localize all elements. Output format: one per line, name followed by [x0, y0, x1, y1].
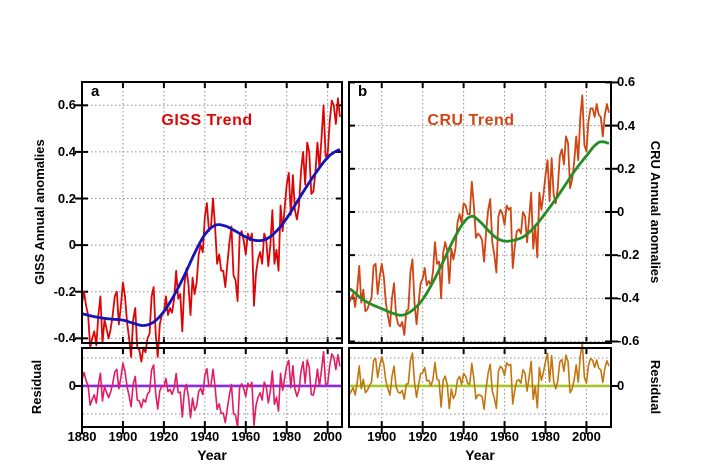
x-tick-label: 1880 — [67, 429, 97, 444]
x-tick-label: 1920 — [149, 429, 179, 444]
x-axis-label-b: Year — [465, 447, 495, 463]
panel-letter-a: a — [91, 83, 100, 100]
y-tick-label: 0.4 — [617, 117, 636, 133]
x-tick-label: 1980 — [531, 429, 560, 444]
cru-trend-title: CRU Trend — [427, 112, 515, 129]
x-tick-label: 1920 — [408, 429, 438, 444]
y-tick-label: 0.2 — [617, 160, 636, 176]
x-tick-label: 1980 — [272, 429, 302, 444]
annual-line-b — [348, 94, 610, 336]
main-panel-border-b — [348, 81, 612, 344]
y-tick-label: -0.2 — [53, 283, 76, 299]
residual-line-a — [81, 350, 341, 429]
x-tick-label: 1940 — [190, 429, 220, 444]
x-axis-label-a: Year — [197, 447, 227, 463]
trend-line-a — [81, 148, 341, 327]
y-tick-label: 0 — [617, 203, 625, 219]
y-tick-label: 0.2 — [57, 190, 76, 206]
y-tick-label: -0.2 — [617, 247, 640, 263]
x-tick-label: 1960 — [490, 429, 520, 444]
y-tick-label: 0.4 — [57, 143, 76, 159]
x-tick-label: 2000 — [571, 429, 601, 444]
y-tick-label: -0.6 — [617, 333, 640, 349]
x-tick-label: 1900 — [367, 429, 397, 444]
y-tick-label: -0.4 — [617, 290, 640, 306]
trend-line-b — [348, 140, 610, 317]
panel-letter-b: b — [358, 83, 368, 100]
residual-tick-label: 0 — [68, 377, 76, 393]
giss-trend-title: GISS Trend — [161, 112, 253, 129]
x-tick-label: 1900 — [108, 429, 138, 444]
x-tick-label: 2000 — [313, 429, 343, 444]
y-tick-label: -0.4 — [53, 330, 76, 346]
annual-line-a — [81, 97, 341, 363]
main-panel-border-a — [81, 81, 343, 344]
x-tick-label: 1940 — [449, 429, 479, 444]
residual-panel-border-b — [348, 347, 612, 428]
y-tick-label: 0.6 — [57, 97, 76, 113]
x-tick-label: 1960 — [231, 429, 261, 444]
y-tick-label: 0 — [68, 237, 76, 253]
residual-line-b — [348, 342, 610, 410]
residual-panel-border-a — [81, 347, 343, 428]
y-tick-label: 0.6 — [617, 74, 636, 90]
residual-tick-label: 0 — [617, 377, 625, 393]
